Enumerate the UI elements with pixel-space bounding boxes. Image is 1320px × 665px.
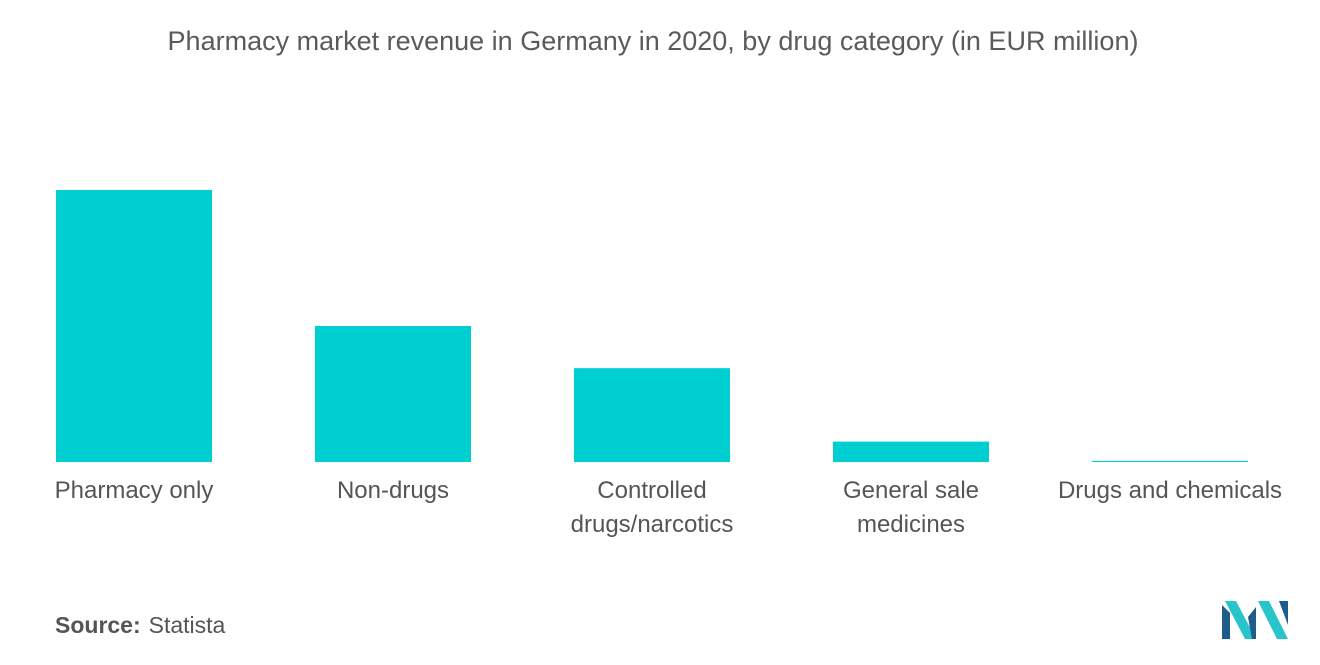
source-value: Statista <box>148 612 226 638</box>
chart-title: Pharmacy market revenue in Germany in 20… <box>167 26 1139 56</box>
bar-3 <box>833 441 989 462</box>
category-label-1: Non-drugs <box>336 477 450 504</box>
category-label-0: Pharmacy only <box>54 477 214 504</box>
bar-0 <box>56 190 212 462</box>
source-line: Source: Statista <box>55 612 225 639</box>
category-label-4: Drugs and chemicals <box>1057 477 1283 504</box>
bar-1 <box>315 326 471 462</box>
category-label-3: General sale medicines <box>842 477 980 538</box>
category-label-2: Controlled drugs/narcotics <box>570 477 734 538</box>
bar-group <box>56 190 1248 462</box>
bar-4 <box>1092 460 1248 462</box>
bar-2 <box>574 368 730 462</box>
source-label: Source: <box>55 612 141 638</box>
mordor-intelligence-logo-icon <box>1222 601 1288 639</box>
